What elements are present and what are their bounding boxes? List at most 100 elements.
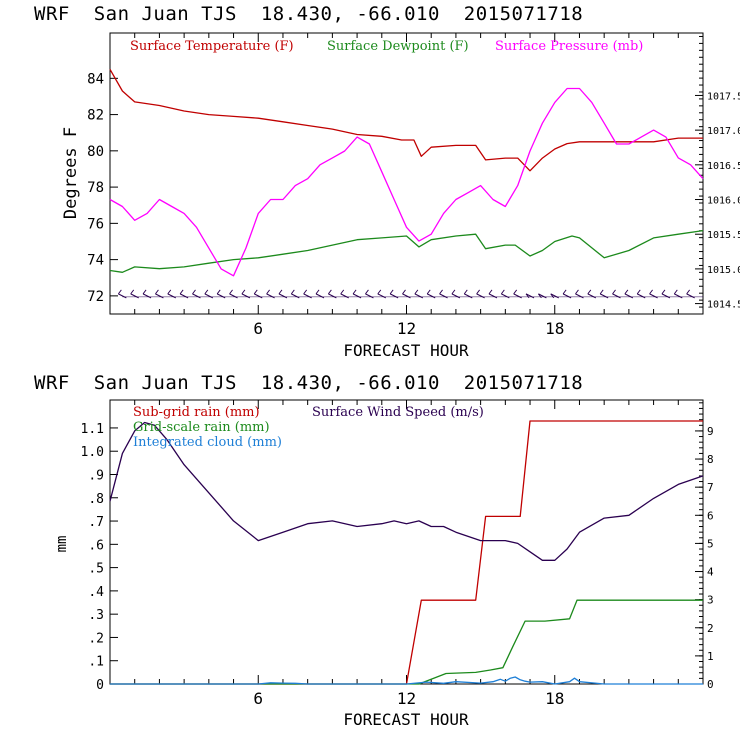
wind-barb-flag <box>624 289 629 295</box>
wind-barb-flag <box>142 289 147 295</box>
wind-barb-flag <box>599 289 604 295</box>
wind-barb-flag <box>649 289 653 295</box>
y-tick-label: .5 <box>88 562 104 577</box>
y-tick-label: 1.0 <box>81 445 104 460</box>
y2-tick-label: 9 <box>707 425 714 438</box>
wind-barb <box>216 293 226 299</box>
wind-barb <box>649 293 658 299</box>
series-sub-grid-rain <box>110 420 703 685</box>
wind-barb <box>674 293 683 299</box>
wind-barb-flag <box>451 289 456 295</box>
y2-tick-label: 4 <box>707 566 714 579</box>
y2-tick-label: 1017.5 <box>707 91 740 102</box>
wind-barb <box>414 293 424 299</box>
wind-barb-flag <box>476 289 481 295</box>
x-tick-label: 18 <box>545 319 564 338</box>
legend-integrated-cloud: Integrated cloud (mm) <box>133 435 282 450</box>
wind-barb <box>599 293 609 299</box>
y-tick-label: .4 <box>88 585 104 600</box>
wind-barb-flag <box>661 289 666 295</box>
y2-tick-label: 6 <box>707 509 714 522</box>
y2-tick-label: 1016.5 <box>707 161 740 172</box>
wind-barb-flag <box>402 289 406 295</box>
wind-barb <box>525 293 535 299</box>
wind-barb <box>661 293 671 299</box>
wind-barb <box>575 293 584 299</box>
wind-barb-flag <box>327 289 332 295</box>
x-tick-label: 12 <box>397 689 416 708</box>
x-tick-label: 6 <box>253 319 263 338</box>
wind-barb-flag <box>389 289 394 295</box>
chart-title-bottom: WRF San Juan TJS 18.430, -66.010 2015071… <box>34 372 584 394</box>
wind-barb-flag <box>290 289 295 295</box>
y2-tick-label: 2 <box>707 622 714 635</box>
wind-barb <box>439 293 448 299</box>
y2-tick-label: 1014.5 <box>707 300 740 311</box>
series-surface-temperature <box>109 68 703 172</box>
wind-barb <box>118 293 127 299</box>
wind-barb <box>476 293 485 299</box>
y2-tick-label: 1 <box>707 650 714 663</box>
wind-barb <box>254 293 263 299</box>
y2-tick-label: 0 <box>707 678 714 691</box>
y-tick-label: .3 <box>88 608 104 623</box>
wind-barb <box>402 293 411 299</box>
y-tick-label: 76 <box>87 216 104 232</box>
wind-barb <box>278 293 288 299</box>
wind-barb <box>167 293 176 299</box>
plot-frame <box>109 32 704 315</box>
wind-barb-flag <box>179 289 184 295</box>
wind-barb <box>352 293 362 299</box>
wind-barb <box>538 293 547 299</box>
wind-barb-flag <box>253 289 258 295</box>
wind-barb-flag <box>562 289 567 295</box>
wind-barb-flag <box>352 289 357 295</box>
meteogram-temperature-chart: 6 12 18 72 74 76 78 80 82 84 1014.5 1015.0 1015.5 101… <box>61 32 740 360</box>
series-surface-pressure <box>109 87 704 277</box>
wind-barb-flag <box>278 289 283 295</box>
wind-barb <box>229 293 238 299</box>
legend-surface-temperature: Surface Temperature (F) <box>130 39 294 54</box>
y-tick-label: 0 <box>96 678 104 693</box>
wind-barb <box>587 293 597 299</box>
y2-tick-label: 1017.0 <box>707 126 740 137</box>
y-tick-label: 74 <box>87 253 104 269</box>
wind-barb <box>192 293 201 299</box>
wind-barb <box>179 293 189 299</box>
wind-barb <box>513 293 522 299</box>
legend-subgrid-rain: Sub-grid rain (mm) <box>133 405 260 420</box>
wind-barb-flag <box>513 289 518 295</box>
wind-barb <box>612 293 621 299</box>
wind-barb-flag <box>550 293 555 299</box>
wind-barb-flag <box>340 289 345 295</box>
x-axis-label: FORECAST HOUR <box>343 341 469 360</box>
wind-barb-flag <box>587 289 592 295</box>
wind-barb <box>624 293 634 299</box>
wind-barb-flag <box>167 289 172 295</box>
wind-barb <box>130 293 139 299</box>
wind-barb-flag <box>229 289 233 295</box>
wind-barb <box>365 293 374 299</box>
wind-barb <box>266 293 275 299</box>
y-tick-label: 84 <box>87 71 104 87</box>
wind-barb-flag <box>426 289 431 295</box>
wind-barb <box>562 293 572 299</box>
wind-barb-flag <box>414 289 419 295</box>
wind-barb-flag <box>673 289 678 295</box>
legend-grid-scale-rain: Grid-scale rain (mm) <box>133 420 270 435</box>
wind-barb <box>340 293 349 299</box>
y2-tick-label: 8 <box>707 453 714 466</box>
y-tick-label: .8 <box>88 492 104 507</box>
x-tick-label: 12 <box>397 319 416 338</box>
wind-barb-flag <box>241 289 246 295</box>
wind-barb <box>426 293 436 299</box>
y2-tick-label: 1016.0 <box>707 196 740 207</box>
wind-barb <box>637 293 646 299</box>
y-tick-label: 82 <box>87 108 104 124</box>
wind-barb-flag <box>216 289 221 295</box>
wind-barb <box>142 293 152 299</box>
wind-barb <box>389 293 399 299</box>
x-tick-label: 6 <box>253 689 263 708</box>
wind-barb-flag <box>575 289 579 295</box>
y-tick-label: .1 <box>88 655 104 670</box>
